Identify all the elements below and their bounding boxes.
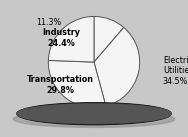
Text: Residential/
Commercial: Residential/ Commercial — [96, 0, 145, 1]
Text: Electric
Utilities
34.5%: Electric Utilities 34.5% — [163, 56, 188, 86]
Text: 11.3%: 11.3% — [36, 18, 61, 27]
Wedge shape — [94, 28, 140, 106]
Wedge shape — [48, 16, 94, 62]
Text: Industry
24.4%: Industry 24.4% — [42, 28, 80, 48]
Text: Transportation
29.8%: Transportation 29.8% — [27, 75, 94, 95]
Wedge shape — [94, 16, 124, 62]
Wedge shape — [48, 60, 106, 108]
